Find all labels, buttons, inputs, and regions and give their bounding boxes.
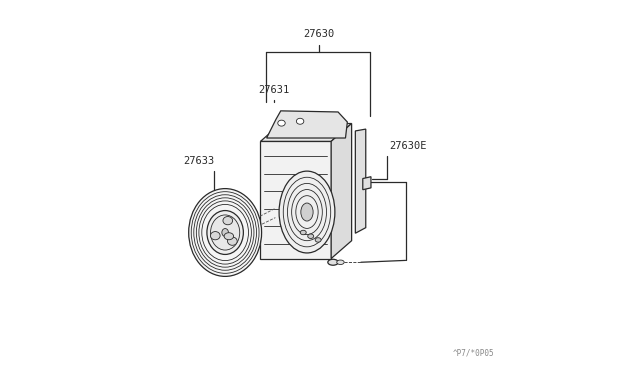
Ellipse shape	[300, 230, 306, 235]
Polygon shape	[260, 124, 351, 141]
Ellipse shape	[279, 171, 335, 253]
Ellipse shape	[337, 260, 344, 264]
Text: 27630: 27630	[303, 29, 335, 39]
Ellipse shape	[224, 233, 234, 240]
Text: 27630E: 27630E	[389, 141, 426, 151]
Ellipse shape	[296, 118, 304, 124]
Ellipse shape	[308, 234, 314, 238]
Text: ^P7/*0P05: ^P7/*0P05	[453, 348, 495, 357]
Polygon shape	[331, 124, 351, 259]
Ellipse shape	[301, 203, 313, 221]
Ellipse shape	[315, 238, 321, 242]
Ellipse shape	[328, 259, 338, 265]
Text: 27631: 27631	[258, 85, 289, 95]
Ellipse shape	[223, 217, 232, 225]
Ellipse shape	[189, 189, 262, 276]
Ellipse shape	[278, 120, 285, 126]
Ellipse shape	[207, 211, 243, 254]
Ellipse shape	[211, 215, 240, 250]
Ellipse shape	[228, 237, 237, 245]
Ellipse shape	[211, 232, 220, 240]
Polygon shape	[267, 111, 348, 138]
Polygon shape	[260, 141, 331, 259]
Text: 27633: 27633	[184, 155, 215, 166]
Polygon shape	[355, 129, 365, 233]
Ellipse shape	[222, 228, 228, 237]
Polygon shape	[363, 177, 371, 190]
